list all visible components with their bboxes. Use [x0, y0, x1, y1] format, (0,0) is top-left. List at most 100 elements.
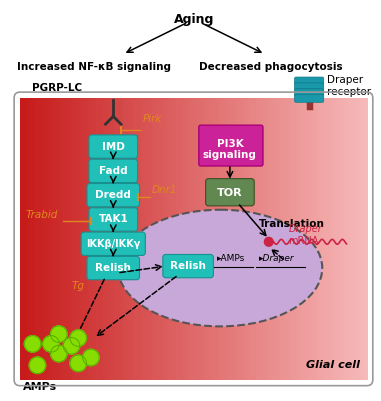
Bar [75, 98, 80, 380]
Bar [34, 98, 38, 380]
Bar [183, 98, 187, 380]
Circle shape [70, 355, 86, 372]
Bar [291, 98, 295, 380]
Bar [169, 98, 174, 380]
Bar [235, 98, 240, 380]
Circle shape [29, 357, 46, 373]
Bar [117, 98, 122, 380]
Bar [225, 98, 229, 380]
Bar [298, 98, 302, 380]
Text: Trabid: Trabid [26, 209, 58, 219]
Bar [211, 98, 215, 380]
Bar [350, 98, 354, 380]
Bar [357, 98, 361, 380]
Bar [44, 98, 49, 380]
Bar [128, 98, 132, 380]
Bar [176, 98, 181, 380]
Bar [242, 98, 247, 380]
Circle shape [51, 345, 67, 362]
Text: Dredd: Dredd [95, 190, 131, 200]
Bar [121, 98, 125, 380]
Bar [54, 98, 59, 380]
Bar [332, 98, 337, 380]
Bar [214, 98, 219, 380]
Bar [72, 98, 77, 380]
Bar [325, 98, 330, 380]
Bar [166, 98, 170, 380]
Bar [343, 98, 347, 380]
Bar [152, 98, 156, 380]
Text: Draper: Draper [288, 224, 322, 234]
Bar [187, 98, 191, 380]
Bar [82, 98, 87, 380]
Bar [322, 98, 326, 380]
Bar [200, 98, 205, 380]
Ellipse shape [118, 210, 322, 326]
Bar [346, 98, 351, 380]
Bar [284, 98, 288, 380]
Bar [96, 98, 101, 380]
Bar [197, 98, 202, 380]
Bar [221, 98, 226, 380]
Bar [79, 98, 83, 380]
Bar [277, 98, 281, 380]
Bar [270, 98, 274, 380]
Bar [93, 98, 97, 380]
Circle shape [63, 338, 80, 354]
Bar [207, 98, 212, 380]
FancyBboxPatch shape [87, 256, 139, 280]
Text: TAK1: TAK1 [98, 215, 128, 225]
Bar [190, 98, 194, 380]
Bar [58, 98, 62, 380]
Bar [218, 98, 222, 380]
Bar [141, 98, 146, 380]
Bar [287, 98, 291, 380]
Bar [20, 98, 24, 380]
Bar [107, 98, 111, 380]
Text: Translation: Translation [259, 219, 325, 229]
Bar [23, 98, 28, 380]
Bar [148, 98, 153, 380]
Bar [266, 98, 271, 380]
FancyBboxPatch shape [89, 159, 138, 182]
FancyBboxPatch shape [89, 135, 138, 158]
Text: AMPs: AMPs [23, 382, 57, 391]
Bar [239, 98, 243, 380]
Bar [319, 98, 323, 380]
FancyBboxPatch shape [295, 77, 324, 85]
Text: ▸Draper: ▸Draper [259, 254, 295, 263]
Text: PI3K
signaling: PI3K signaling [203, 139, 257, 160]
Bar [155, 98, 160, 380]
Bar [308, 98, 312, 380]
Bar [62, 98, 66, 380]
Text: Pirk: Pirk [142, 114, 162, 124]
Bar [51, 98, 56, 380]
Bar [65, 98, 69, 380]
Bar [145, 98, 149, 380]
Bar [353, 98, 357, 380]
Bar [259, 98, 264, 380]
Bar [315, 98, 319, 380]
Text: mRNA: mRNA [288, 236, 319, 246]
Bar [194, 98, 198, 380]
Bar [263, 98, 267, 380]
Circle shape [83, 349, 99, 366]
Bar [311, 98, 316, 380]
Bar [232, 98, 236, 380]
Circle shape [51, 326, 67, 342]
Circle shape [43, 336, 59, 352]
Bar [304, 98, 309, 380]
Bar [179, 98, 184, 380]
Text: Tg: Tg [72, 282, 85, 292]
FancyBboxPatch shape [87, 184, 139, 207]
Text: IMD: IMD [102, 142, 125, 152]
Bar [329, 98, 333, 380]
Bar [249, 98, 253, 380]
Text: Decreased phagocytosis: Decreased phagocytosis [199, 62, 343, 72]
Bar [204, 98, 208, 380]
Bar [280, 98, 285, 380]
Text: Fadd: Fadd [99, 166, 128, 176]
Bar [90, 98, 94, 380]
Bar [138, 98, 142, 380]
Bar [159, 98, 163, 380]
